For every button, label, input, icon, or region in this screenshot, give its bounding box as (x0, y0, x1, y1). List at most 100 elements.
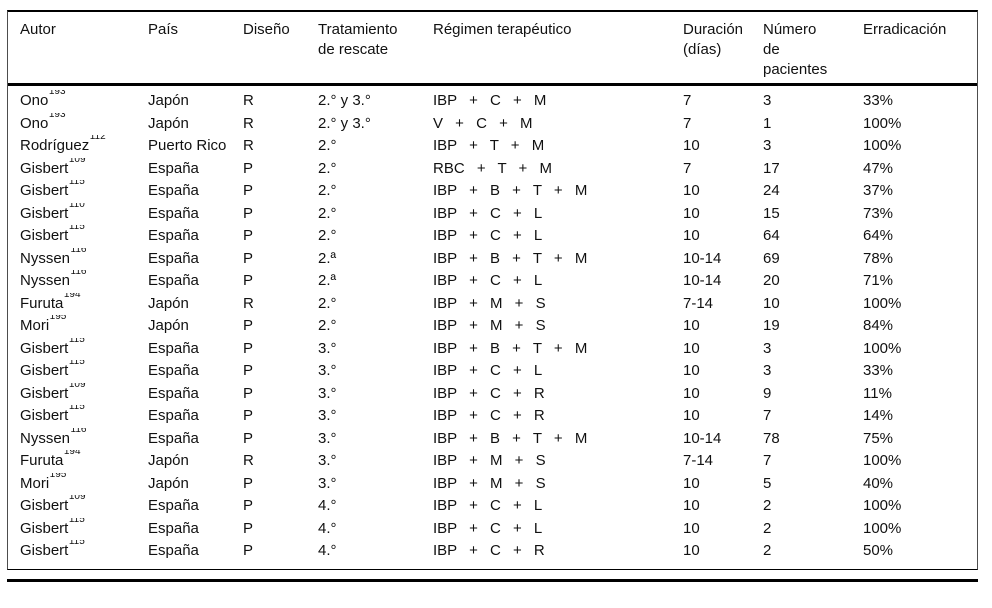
cell-tratamiento: 3.° (318, 339, 337, 357)
author-name: Ono (20, 92, 49, 109)
author-name: Rodríguez (20, 137, 90, 154)
author-name: Gisbert (20, 542, 69, 559)
cell-pais: España (148, 272, 199, 289)
author-reference-number: 195 (49, 315, 67, 322)
table-row: Mori195 Japón P 2.° IBP + M + S 10 19 84… (8, 315, 977, 338)
table-row: Mori195 Japón P 3.° IBP + M + S 10 5 40% (8, 473, 977, 496)
table-row: Gisbert110 España P 2.° IBP + C + L 10 1… (8, 203, 977, 226)
cell-pais: España (148, 429, 199, 447)
cell-diseno: R (243, 137, 254, 154)
cell-autor: Nyssen116 (8, 270, 148, 293)
cell-regimen: IBP + C + R (433, 407, 545, 424)
cell-pais: España (148, 407, 199, 424)
cell-duracion: 10-14 (683, 272, 722, 289)
author-name: Gisbert (20, 339, 69, 357)
cell-erradicacion: 100% (863, 114, 902, 132)
cell-diseno: P (243, 272, 254, 289)
cell-erradicacion: 50% (863, 542, 894, 559)
cell-autor: Gisbert115 (8, 518, 148, 541)
author-name: Gisbert (20, 159, 69, 177)
cell-tratamiento: 4.° (318, 542, 337, 559)
cell-autor: Furuta194 (8, 293, 148, 316)
author-reference-number: 109 (68, 495, 86, 502)
cell-duracion: 10 (683, 362, 700, 379)
author-reference-number: 115 (68, 360, 85, 367)
cell-autor: Gisbert115 (8, 180, 148, 203)
cell-erradicacion: 75% (863, 429, 894, 447)
author-name: Furuta (20, 452, 64, 469)
table-row: Gisbert109 España P 4.° IBP + C + L 10 2… (8, 495, 977, 518)
table-row: Gisbert109 España P 3.° IBP + C + R 10 9… (8, 383, 977, 406)
cell-diseno: P (243, 497, 254, 514)
cell-tratamiento: 3.° (318, 407, 337, 424)
author-name: Nyssen (20, 429, 71, 447)
cell-pais: Japón (148, 317, 189, 334)
cell-autor: Gisbert115 (8, 540, 148, 563)
author-name: Gisbert (20, 384, 69, 402)
cell-autor: Ono193 (8, 90, 148, 113)
cell-regimen: IBP + C + L (433, 204, 543, 222)
cell-erradicacion: 84% (863, 317, 894, 334)
cell-numero: 7 (763, 452, 772, 469)
author-name: Mori (20, 317, 50, 334)
table-row: Ono193 Japón R 2.° y 3.° V + C + M 7 1 1… (8, 113, 977, 136)
cell-tratamiento: 4.° (318, 497, 337, 514)
cell-autor: Ono193 (8, 113, 148, 136)
column-header-numero: Número de pacientes (763, 21, 828, 78)
cell-duracion: 10 (683, 137, 700, 154)
author-name: Mori (20, 474, 50, 492)
cell-regimen: IBP + M + S (433, 317, 546, 334)
cell-duracion: 7 (683, 92, 692, 109)
cell-numero: 15 (763, 204, 780, 222)
cell-tratamiento: 2.° (318, 159, 337, 177)
cell-diseno: R (243, 92, 254, 109)
cell-regimen: IBP + T + M (433, 137, 545, 154)
cell-autor: Gisbert109 (8, 495, 148, 518)
cell-regimen: IBP + B + T + M (433, 182, 588, 199)
cell-diseno: P (243, 429, 254, 447)
cell-duracion: 10 (683, 204, 700, 222)
column-header-diseno: Diseño (243, 21, 290, 38)
cell-erradicacion: 37% (863, 182, 894, 199)
cell-tratamiento: 2.° (318, 182, 337, 199)
table-row: Gisbert115 España P 3.° IBP + C + R 10 7… (8, 405, 977, 428)
cell-tratamiento: 3.° (318, 362, 337, 379)
table-row: Rodríguez112 Puerto Rico R 2.° IBP + T +… (8, 135, 977, 158)
cell-diseno: R (243, 294, 254, 312)
author-reference-number: 115 (68, 180, 85, 187)
cell-tratamiento: 4.° (318, 519, 337, 537)
cell-numero: 1 (763, 114, 772, 132)
cell-pais: Japón (148, 452, 189, 469)
cell-autor: Nyssen116 (8, 428, 148, 451)
cell-diseno: P (243, 317, 254, 334)
column-header-erradicacion: Erradicación (863, 21, 947, 38)
author-name: Gisbert (20, 204, 69, 222)
cell-erradicacion: 71% (863, 272, 894, 289)
cell-erradicacion: 100% (863, 519, 902, 537)
cell-numero: 24 (763, 182, 780, 199)
cell-autor: Furuta194 (8, 450, 148, 473)
cell-tratamiento: 3.° (318, 429, 337, 447)
cell-pais: España (148, 497, 199, 514)
cell-erradicacion: 100% (863, 452, 902, 469)
table-row: Nyssen116 España P 3.° IBP + B + T + M 1… (8, 428, 977, 451)
author-reference-number: 112 (89, 135, 106, 142)
cell-numero: 2 (763, 542, 772, 559)
cell-regimen: IBP + C + L (433, 497, 543, 514)
cell-diseno: R (243, 114, 254, 132)
cell-tratamiento: 2.° (318, 204, 337, 222)
cell-autor: Mori195 (8, 473, 148, 496)
cell-numero: 3 (763, 92, 772, 109)
cell-tratamiento: 3.° (318, 384, 337, 402)
table-row: Gisbert115 España P 2.° IBP + B + T + M … (8, 180, 977, 203)
cell-numero: 5 (763, 474, 772, 492)
cell-duracion: 7-14 (683, 452, 714, 469)
author-name: Gisbert (20, 497, 69, 514)
cell-autor: Nyssen116 (8, 248, 148, 271)
cell-erradicacion: 11% (863, 384, 892, 402)
table-header-row: Autor País Diseño Tratamiento de rescate… (8, 12, 977, 86)
cell-tratamiento: 2.° y 3.° (318, 92, 371, 109)
cell-regimen: IBP + C + L (433, 272, 543, 289)
table-bottom-rule (7, 578, 978, 582)
cell-diseno: P (243, 542, 254, 559)
